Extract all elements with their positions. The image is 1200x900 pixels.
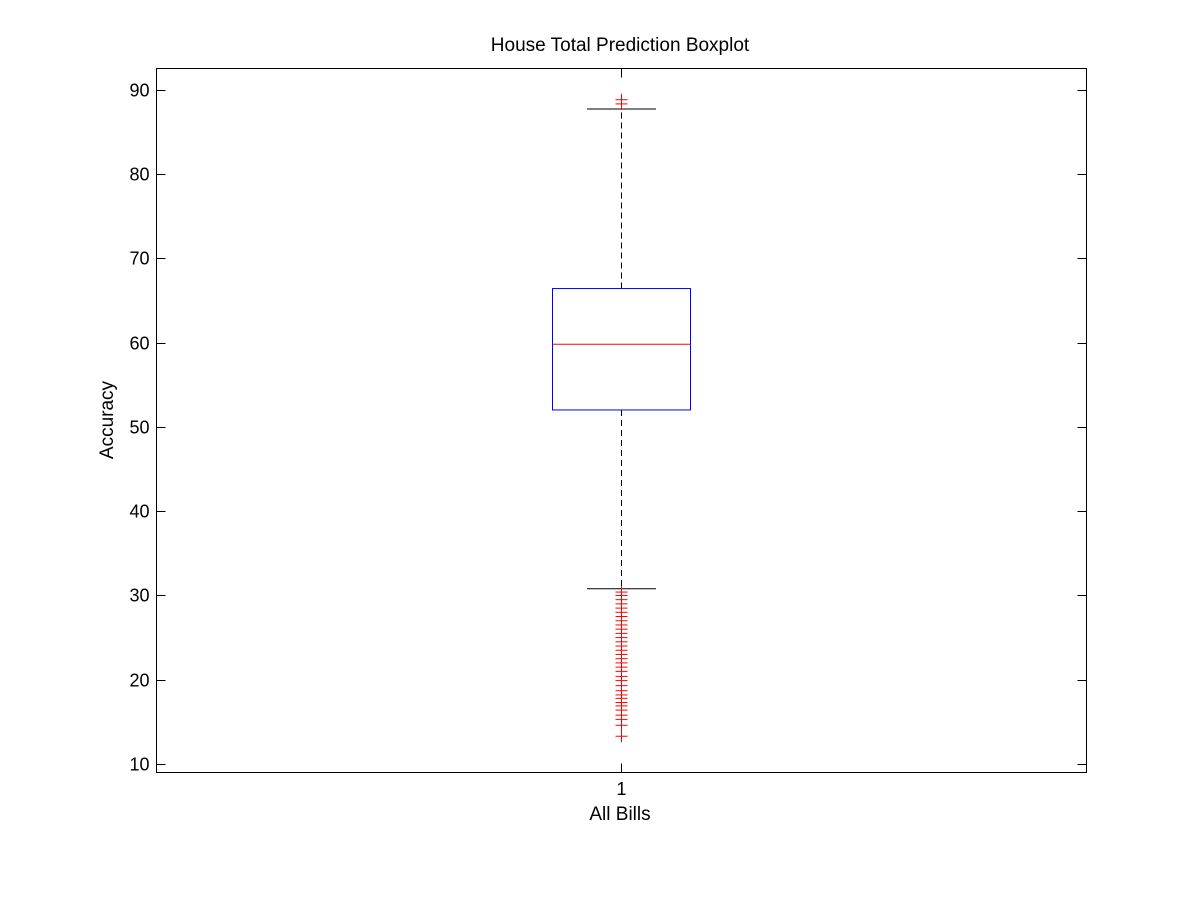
x-axis: 1 xyxy=(616,68,627,799)
y-tick-label: 10 xyxy=(129,755,149,775)
x-axis-title: All Bills xyxy=(589,804,650,825)
y-tick-label: 20 xyxy=(129,671,149,691)
x-tick-label: 1 xyxy=(616,779,626,799)
y-tick-label: 70 xyxy=(129,249,149,269)
y-tick-label: 90 xyxy=(129,81,149,101)
y-tick-label: 40 xyxy=(129,502,149,522)
y-axis: 10 20 30 40 50 60 70 80 90 xyxy=(129,81,1087,775)
y-tick-label: 30 xyxy=(129,586,149,606)
y-axis-title: Accuracy xyxy=(97,380,118,459)
outlier-marker xyxy=(615,730,628,743)
y-tick-label: 80 xyxy=(129,165,149,185)
outlier-marker xyxy=(615,586,628,599)
boxplot-marks xyxy=(552,93,691,743)
y-tick-label: 50 xyxy=(129,418,149,438)
y-tick-label: 60 xyxy=(129,334,149,354)
interquartile-box xyxy=(552,288,691,411)
outlier-marker xyxy=(615,93,628,106)
chart-title: House Total Prediction Boxplot xyxy=(491,35,750,56)
